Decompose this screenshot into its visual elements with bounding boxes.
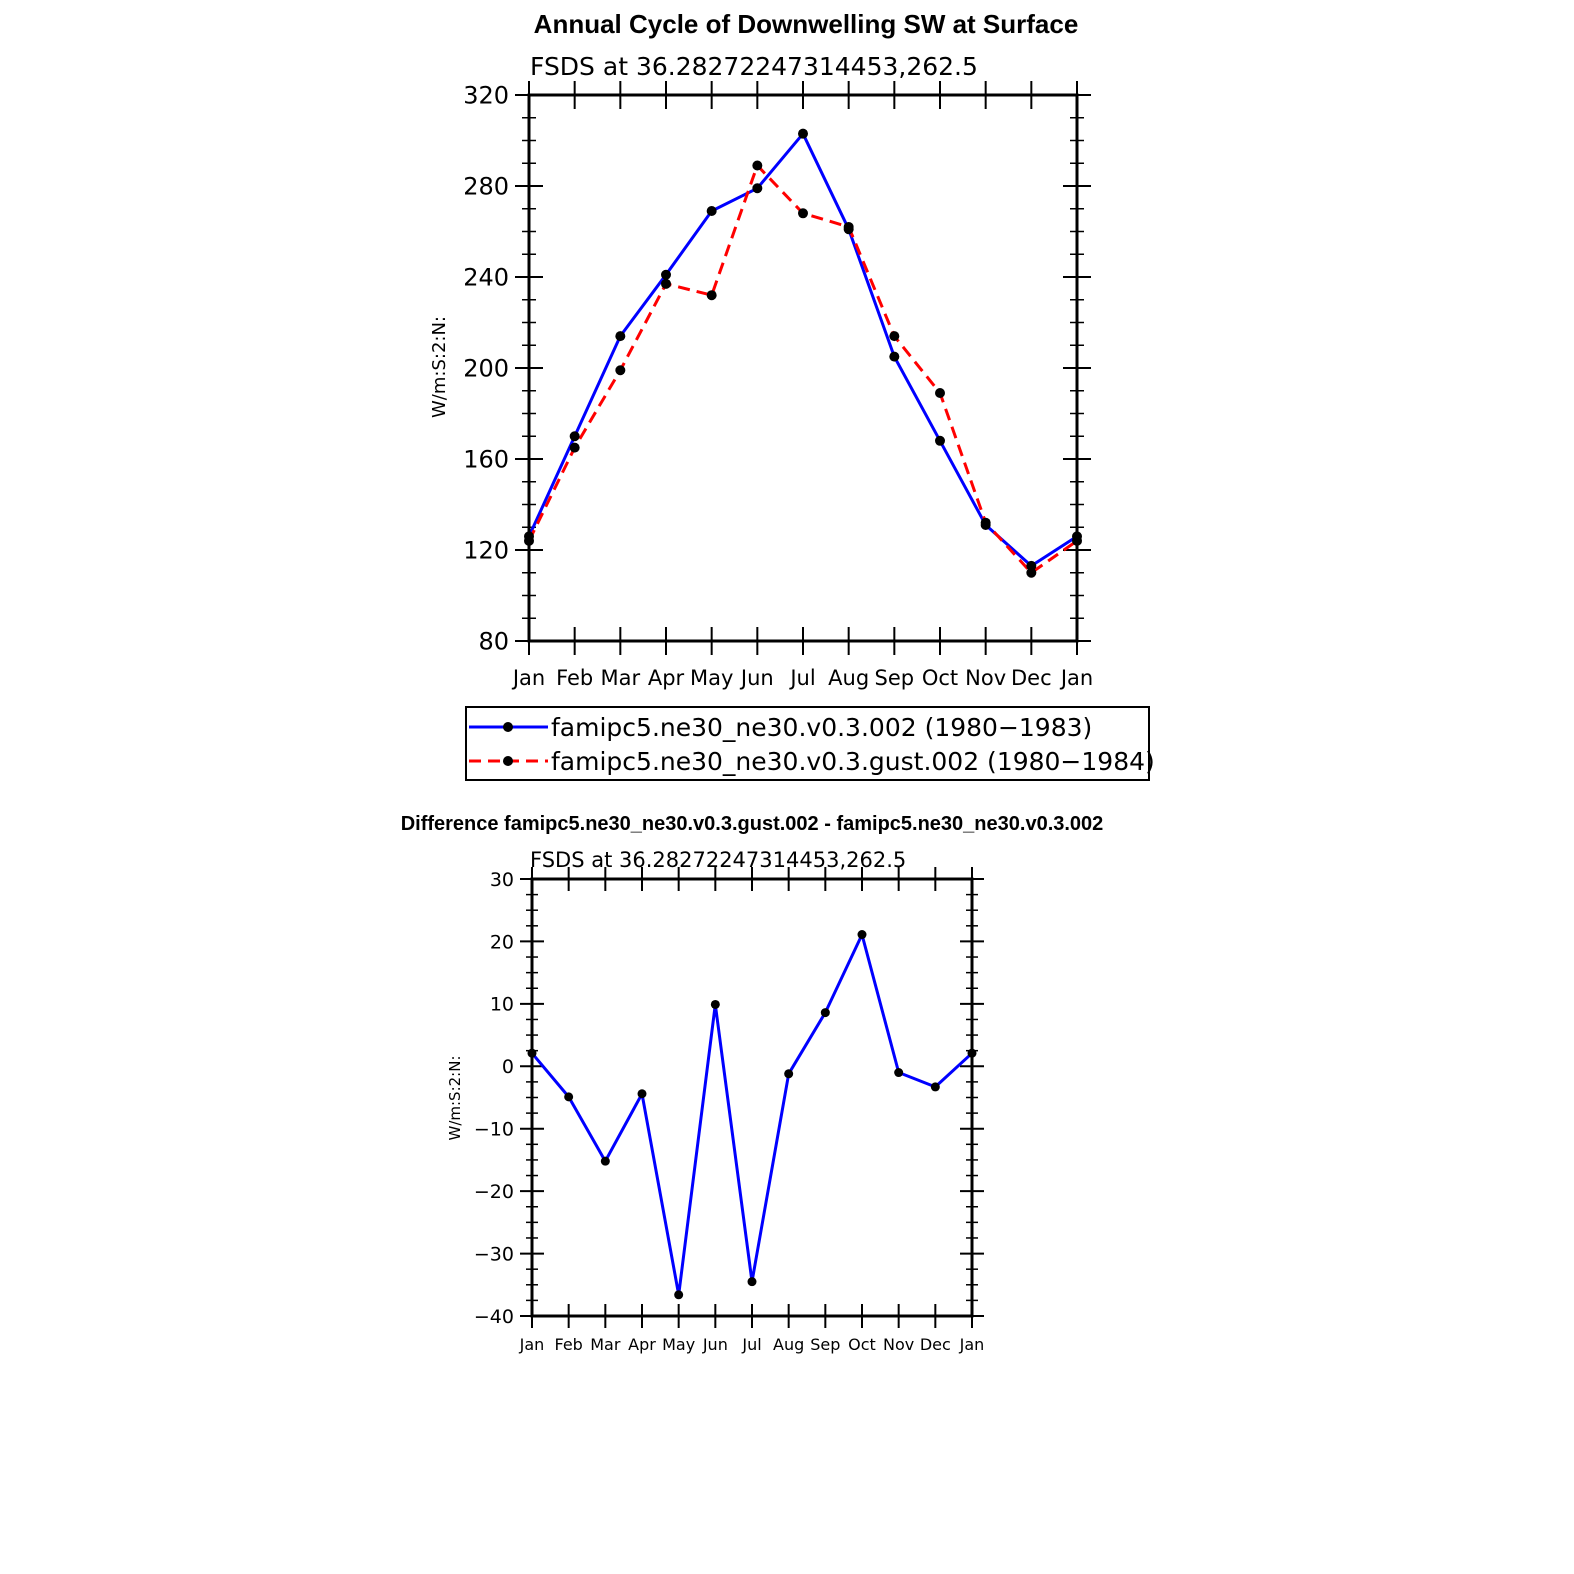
x-tick-label: Mar <box>601 666 641 690</box>
plot-frame <box>530 877 974 1318</box>
data-point <box>857 930 867 940</box>
legend-marker <box>503 756 513 766</box>
x-tick-label: Sep <box>875 666 915 690</box>
data-point <box>935 388 945 399</box>
data-point <box>674 1290 684 1300</box>
y-tick-label: −20 <box>474 1181 514 1203</box>
y-tick-label: 240 <box>463 264 509 292</box>
y-tick-label: −10 <box>474 1119 514 1141</box>
data-point <box>752 183 763 194</box>
series-points <box>524 128 1082 578</box>
chart-subtitle: FSDS at 36.28272247314453,262.5 <box>530 52 978 81</box>
difference-chart: Difference famipc5.ne30_ne30.v0.3.gust.0… <box>401 813 1104 1354</box>
y-tick-label: 10 <box>490 994 514 1016</box>
data-point <box>569 442 580 453</box>
legend-box <box>465 706 1150 781</box>
annual-cycle-chart: Annual Cycle of Downwelling SW at Surfac… <box>429 9 1093 690</box>
y-tick-label: 20 <box>490 931 514 953</box>
data-point <box>935 435 945 446</box>
x-tick-label: Mar <box>590 1335 621 1354</box>
y-axis-label: W/m:S:2:N: <box>429 316 450 418</box>
y-tick-label: 160 <box>463 446 509 474</box>
x-tick-labels: Jan Feb Mar Apr May Jun Jul Aug Sep Oct Nov Dec Jan <box>511 666 1093 690</box>
y-tick-label: −40 <box>474 1306 514 1328</box>
data-point <box>889 331 900 342</box>
data-point <box>889 351 900 362</box>
x-tick-label: Jan <box>511 666 545 690</box>
x-tick-label: Jan <box>1059 666 1093 690</box>
x-tick-label: Jan <box>959 1335 985 1354</box>
y-tick-label: −30 <box>474 1243 514 1265</box>
legend-entry-1: famipc5.ne30_ne30.v0.3.002 (1980−1983) <box>551 713 1092 742</box>
data-point <box>615 365 626 376</box>
x-tick-label: Feb <box>555 1335 583 1354</box>
data-point <box>569 431 580 442</box>
y-tick-labels: 80 120 160 200 240 280 320 <box>463 82 509 656</box>
data-point <box>894 1068 904 1078</box>
y-tick-label: 80 <box>478 628 509 656</box>
x-tick-label: Oct <box>922 666 958 690</box>
data-point <box>661 278 671 289</box>
x-tick-label: Apr <box>628 1335 656 1354</box>
x-tick-labels: Jan Feb Mar Apr May Jun Jul Aug Sep Oct Nov Dec Jan <box>519 1335 985 1354</box>
x-tick-label: Apr <box>648 666 685 690</box>
data-point <box>980 517 991 528</box>
y-axis-label: W/m:S:2:N: <box>446 1056 464 1141</box>
x-tick-label: Nov <box>883 1335 914 1354</box>
plot-frame <box>527 93 1079 643</box>
x-tick-label: Dec <box>920 1335 951 1354</box>
data-point <box>798 128 808 139</box>
data-point <box>843 221 854 232</box>
data-point <box>706 206 717 217</box>
chart-subtitle: FSDS at 36.28272247314453,262.5 <box>530 848 906 872</box>
x-tick-label: May <box>690 666 733 690</box>
y-tick-labels: −40 −30 −20 −10 0 10 20 30 <box>474 869 514 1328</box>
chart-title: Annual Cycle of Downwelling SW at Surfac… <box>534 9 1079 39</box>
x-tick-label: Oct <box>848 1335 876 1354</box>
data-point <box>564 1092 574 1102</box>
data-point <box>600 1156 610 1166</box>
chart-title: Difference famipc5.ne30_ne30.v0.3.gust.0… <box>401 813 1104 835</box>
legend-entry-2: famipc5.ne30_ne30.v0.3.gust.002 (1980−19… <box>551 747 1155 776</box>
data-point <box>798 208 808 219</box>
x-tick-label: Aug <box>828 666 869 690</box>
x-tick-label: Dec <box>1011 666 1052 690</box>
y-tick-label: 0 <box>502 1056 514 1078</box>
y-tick-label: 280 <box>463 173 509 201</box>
x-tick-label: Sep <box>810 1335 840 1354</box>
x-tick-label: Jun <box>739 666 774 690</box>
data-point <box>784 1069 794 1079</box>
legend: famipc5.ne30_ne30.v0.3.002 (1980−1983) f… <box>465 706 1155 781</box>
x-tick-label: Jan <box>519 1335 545 1354</box>
x-tick-label: Jun <box>702 1335 728 1354</box>
data-point <box>930 1082 940 1092</box>
y-tick-label: 320 <box>463 82 509 110</box>
x-tick-label: Aug <box>773 1335 804 1354</box>
data-point <box>706 290 717 301</box>
x-tick-label: Nov <box>965 666 1006 690</box>
y-tick-label: 120 <box>463 537 509 565</box>
y-tick-label: 200 <box>463 355 509 383</box>
x-tick-label: Jul <box>788 666 815 690</box>
x-tick-label: Feb <box>556 666 593 690</box>
data-point <box>820 1008 830 1018</box>
data-point <box>747 1277 757 1287</box>
data-point <box>1026 567 1037 578</box>
data-point <box>637 1089 647 1099</box>
data-point <box>752 160 763 171</box>
data-point <box>615 331 626 342</box>
y-tick-label: 30 <box>490 869 514 891</box>
data-point <box>661 269 671 280</box>
x-tick-label: May <box>662 1335 695 1354</box>
legend-marker <box>503 722 513 732</box>
data-point <box>710 999 720 1009</box>
x-tick-label: Jul <box>741 1335 761 1354</box>
